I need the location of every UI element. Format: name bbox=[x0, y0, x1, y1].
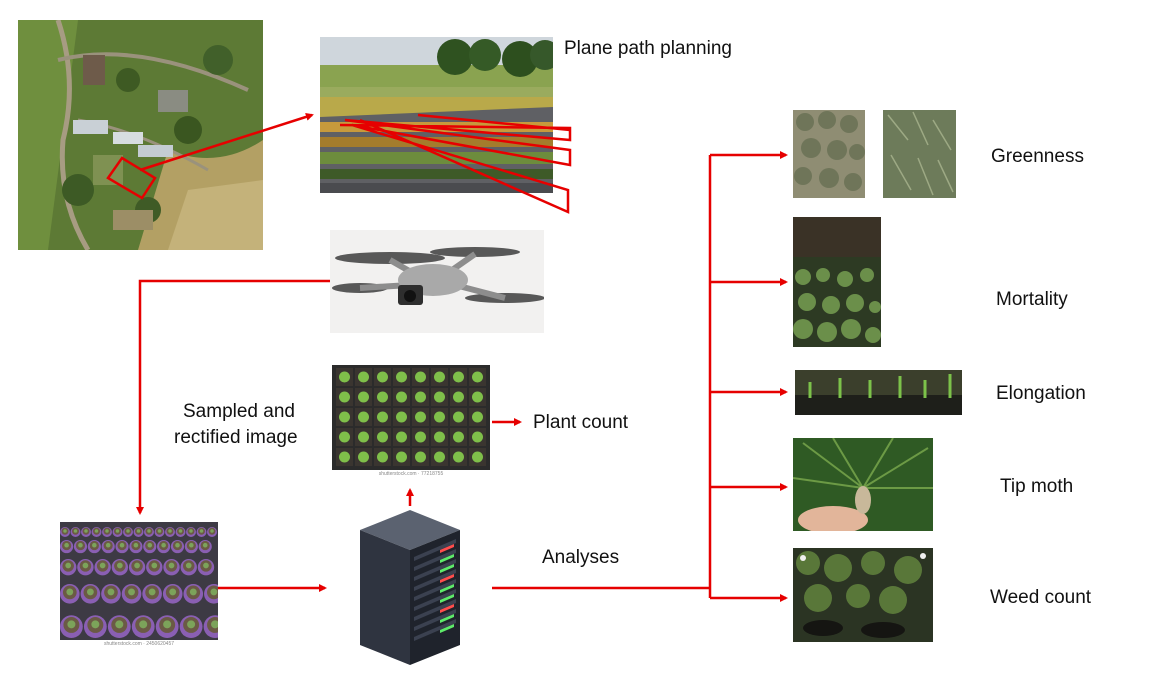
seedling-tray-image: shutterstock.com · 77218755 bbox=[332, 365, 490, 483]
server-icon bbox=[330, 505, 490, 668]
flight-path-line bbox=[339, 118, 572, 214]
sampled-rectified-label-line2: rectified image bbox=[174, 427, 298, 448]
analyses-label: Analyses bbox=[542, 547, 620, 568]
nursery-field-photo bbox=[320, 37, 553, 193]
nursery-pots-photo: shutterstock.com · 2450620457 bbox=[60, 522, 218, 650]
greenness-photo-1 bbox=[793, 110, 865, 198]
seedling-tray-watermark: shutterstock.com · 77218755 bbox=[378, 471, 444, 477]
weed-count-label: Weed count bbox=[990, 587, 1092, 608]
greenness-label: Greenness bbox=[991, 146, 1084, 167]
tip-moth-label: Tip moth bbox=[1000, 476, 1074, 497]
aerial-farm-photo bbox=[18, 20, 263, 250]
nursery-pots-watermark: shutterstock.com · 2450620457 bbox=[103, 641, 175, 647]
plane-path-planning-label: Plane path planning bbox=[564, 38, 732, 59]
mortality-photo bbox=[793, 217, 881, 347]
farm-selection-box bbox=[106, 156, 157, 200]
plant-count-label: Plant count bbox=[533, 412, 629, 433]
greenness-photo-2 bbox=[883, 110, 956, 198]
elongation-photo bbox=[795, 370, 962, 415]
sampled-rectified-label-line1: Sampled and bbox=[183, 401, 295, 422]
arrow-drone-to-pots bbox=[136, 279, 330, 515]
weed-count-photo bbox=[793, 548, 933, 642]
arrow-farm-to-field bbox=[139, 113, 314, 172]
elongation-label: Elongation bbox=[996, 383, 1086, 404]
drone-image bbox=[330, 230, 544, 333]
mortality-label: Mortality bbox=[996, 289, 1068, 310]
tip-moth-photo bbox=[793, 438, 933, 531]
